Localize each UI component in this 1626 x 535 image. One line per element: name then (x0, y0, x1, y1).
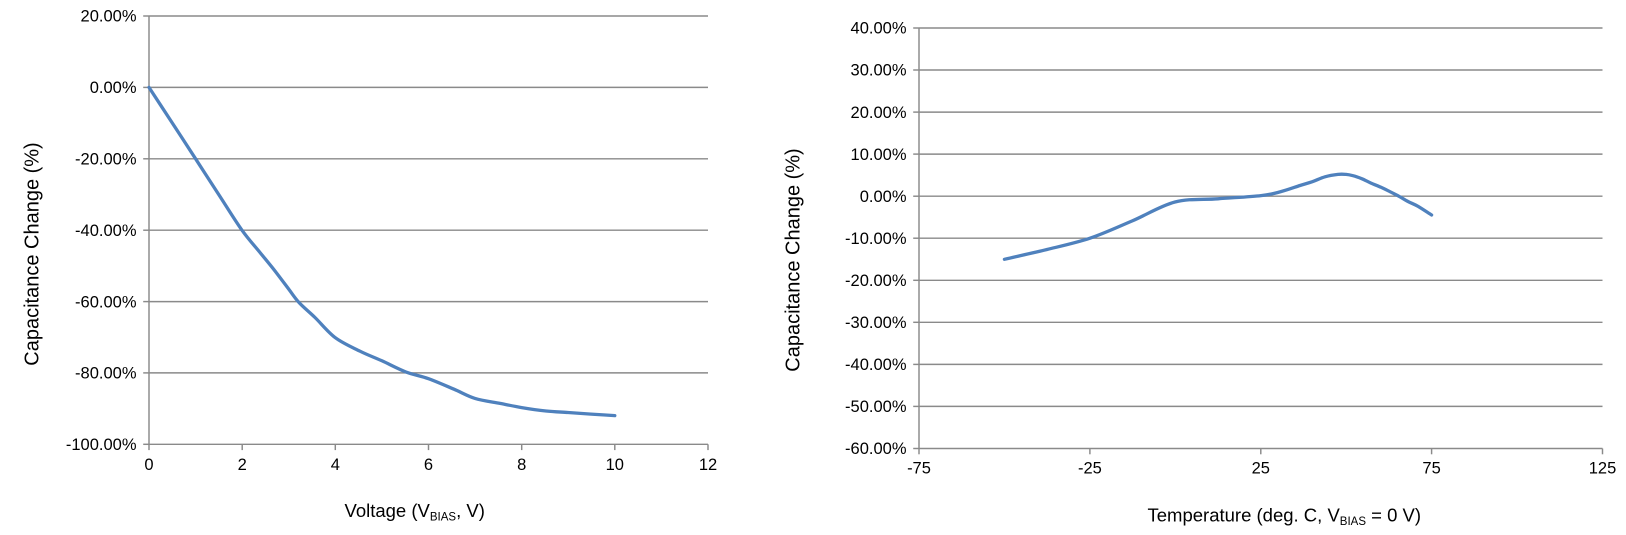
svg-text:20.00%: 20.00% (851, 104, 907, 122)
svg-text:-10.00%: -10.00% (845, 230, 907, 248)
svg-text:Capacitance Change (%): Capacitance Change (%) (783, 148, 805, 371)
svg-text:-40.00%: -40.00% (845, 356, 907, 374)
svg-text:75: 75 (1422, 460, 1440, 478)
svg-text:-80.00%: -80.00% (75, 365, 137, 383)
svg-text:12: 12 (699, 456, 717, 474)
svg-text:10.00%: 10.00% (851, 146, 907, 164)
svg-text:-60.00%: -60.00% (845, 440, 907, 458)
svg-text:Capacitance Change (%): Capacitance Change (%) (21, 142, 43, 365)
svg-text:0: 0 (144, 456, 153, 474)
svg-text:-30.00%: -30.00% (845, 314, 907, 332)
svg-text:30.00%: 30.00% (851, 62, 907, 80)
svg-text:2: 2 (238, 456, 247, 474)
svg-text:-20.00%: -20.00% (75, 151, 137, 169)
svg-text:0.00%: 0.00% (90, 79, 137, 97)
svg-text:-75: -75 (907, 460, 931, 478)
svg-text:25: 25 (1252, 460, 1270, 478)
svg-text:-25: -25 (1078, 460, 1102, 478)
svg-text:Temperature (deg. C, VBIAS = 0: Temperature (deg. C, VBIAS = 0 V) (1148, 504, 1422, 528)
svg-text:-20.00%: -20.00% (845, 272, 907, 290)
svg-text:0.00%: 0.00% (860, 188, 907, 206)
svg-text:Voltage (VBIAS, V): Voltage (VBIAS, V) (345, 500, 485, 524)
svg-text:40.00%: 40.00% (851, 20, 907, 38)
svg-text:8: 8 (517, 456, 526, 474)
svg-text:-100.00%: -100.00% (66, 436, 137, 454)
svg-text:10: 10 (606, 456, 624, 474)
svg-text:-40.00%: -40.00% (75, 222, 137, 240)
svg-text:4: 4 (331, 456, 340, 474)
svg-text:6: 6 (424, 456, 433, 474)
svg-text:125: 125 (1589, 460, 1617, 478)
svg-text:-60.00%: -60.00% (75, 293, 137, 311)
svg-text:-50.00%: -50.00% (845, 398, 907, 416)
svg-text:20.00%: 20.00% (81, 8, 137, 26)
